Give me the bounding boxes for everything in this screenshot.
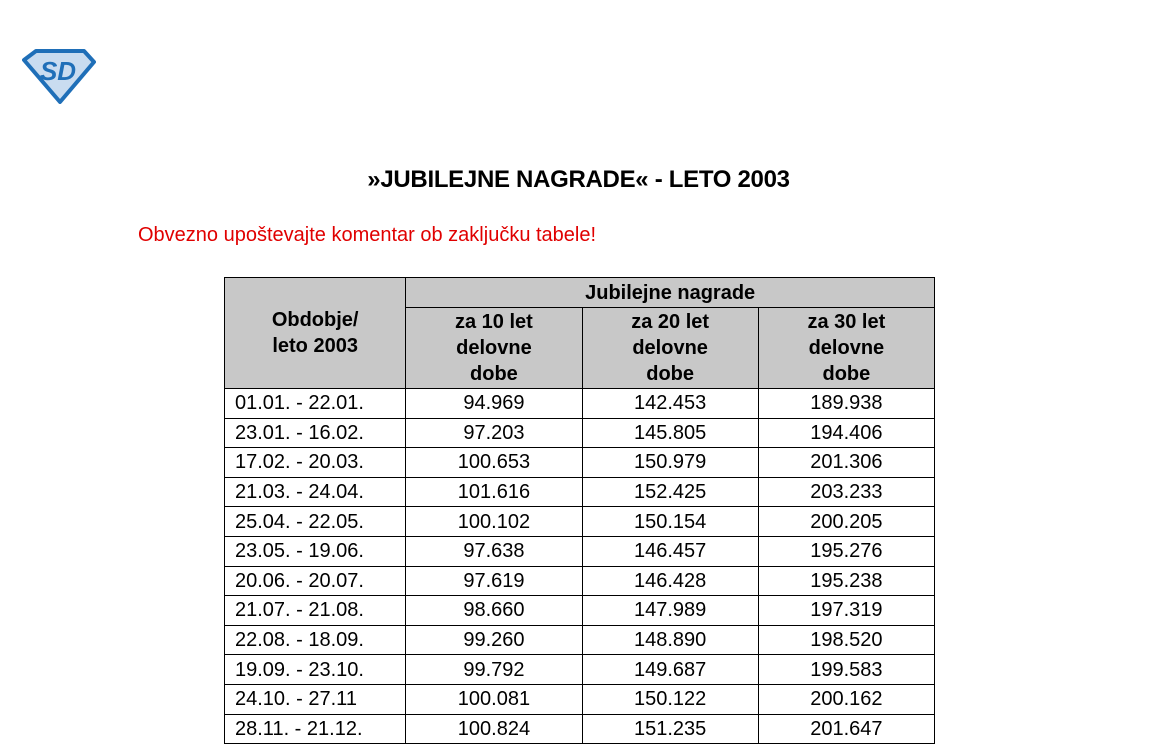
company-logo: SD — [22, 49, 96, 104]
amount-cell: 152.425 — [581, 476, 759, 508]
amount-cell: 198.520 — [757, 624, 936, 656]
period-cell: 21.03. - 24.04. — [223, 476, 407, 508]
period-cell: 25.04. - 22.05. — [223, 506, 407, 537]
period-cell: 01.01. - 22.01. — [223, 388, 407, 419]
amount-cell: 200.205 — [757, 506, 936, 537]
amount-cell: 97.619 — [405, 565, 583, 597]
amount-cell: 195.276 — [757, 535, 936, 567]
column-header: za 20 let delovne dobe — [581, 307, 759, 389]
table-row: 28.11. - 21.12. 100.824 151.235 201.647 — [223, 713, 936, 744]
amount-cell: 142.453 — [581, 388, 759, 419]
period-cell: 21.07. - 21.08. — [223, 595, 407, 626]
period-cell: 17.02. - 20.03. — [223, 447, 407, 478]
warning-note: Obvezno upoštevajte komentar ob zaključk… — [138, 224, 597, 246]
amount-cell: 146.428 — [581, 565, 759, 597]
table-row: 21.03. - 24.04. 101.616 152.425 203.233 — [223, 476, 936, 508]
svg-text:SD: SD — [40, 56, 76, 86]
amount-cell: 147.989 — [581, 595, 759, 626]
amount-cell: 151.235 — [581, 713, 759, 744]
amount-cell: 194.406 — [757, 417, 936, 449]
amount-cell: 99.792 — [405, 654, 583, 685]
period-cell: 19.09. - 23.10. — [223, 654, 407, 685]
amount-cell: 201.306 — [757, 447, 936, 478]
amount-cell: 150.122 — [581, 683, 759, 715]
period-cell: 20.06. - 20.07. — [223, 565, 407, 597]
amount-cell: 100.102 — [405, 506, 583, 537]
group-header: Jubilejne nagrade — [405, 277, 935, 308]
column-header: za 10 let delovne dobe — [405, 307, 583, 389]
amount-cell: 145.805 — [581, 417, 759, 449]
amount-cell: 97.203 — [405, 417, 583, 449]
awards-table: Obdobje/ leto 2003 Jubilejne nagrade za … — [223, 277, 936, 744]
period-cell: 22.08. - 18.09. — [223, 624, 407, 656]
period-cell: 28.11. - 21.12. — [223, 713, 407, 744]
amount-cell: 101.616 — [405, 476, 583, 508]
table-row: 21.07. - 21.08. 98.660 147.989 197.319 — [223, 595, 936, 626]
amount-cell: 150.154 — [581, 506, 759, 537]
amount-cell: 146.457 — [581, 535, 759, 567]
amount-cell: 199.583 — [757, 654, 936, 685]
table-row: 01.01. - 22.01. 94.969 142.453 189.938 — [223, 388, 936, 419]
amount-cell: 150.979 — [581, 447, 759, 478]
amount-cell: 197.319 — [757, 595, 936, 626]
period-cell: 23.01. - 16.02. — [223, 417, 407, 449]
amount-cell: 100.653 — [405, 447, 583, 478]
amount-cell: 203.233 — [757, 476, 936, 508]
amount-cell: 200.162 — [757, 683, 936, 715]
amount-cell: 98.660 — [405, 595, 583, 626]
amount-cell: 97.638 — [405, 535, 583, 567]
page-title: »JUBILEJNE NAGRADE« - LETO 2003 — [367, 166, 790, 193]
table-row: 20.06. - 20.07. 97.619 146.428 195.238 — [223, 565, 936, 597]
table-row: 17.02. - 20.03. 100.653 150.979 201.306 — [223, 447, 936, 478]
table-row: 24.10. - 27.11 100.081 150.122 200.162 — [223, 683, 936, 715]
period-cell: 24.10. - 27.11 — [223, 683, 407, 715]
period-cell: 23.05. - 19.06. — [223, 535, 407, 567]
amount-cell: 94.969 — [405, 388, 583, 419]
table-row: 23.05. - 19.06. 97.638 146.457 195.276 — [223, 535, 936, 567]
amount-cell: 149.687 — [581, 654, 759, 685]
column-header: za 30 let delovne dobe — [757, 307, 936, 389]
amount-cell: 100.824 — [405, 713, 583, 744]
table-row: 25.04. - 22.05. 100.102 150.154 200.205 — [223, 506, 936, 537]
amount-cell: 195.238 — [757, 565, 936, 597]
amount-cell: 201.647 — [757, 713, 936, 744]
table-row: 23.01. - 16.02. 97.203 145.805 194.406 — [223, 417, 936, 449]
amount-cell: 99.260 — [405, 624, 583, 656]
amount-cell: 148.890 — [581, 624, 759, 656]
period-header: Obdobje/ leto 2003 — [223, 277, 407, 389]
amount-cell: 100.081 — [405, 683, 583, 715]
table-row: 19.09. - 23.10. 99.792 149.687 199.583 — [223, 654, 936, 685]
amount-cell: 189.938 — [757, 388, 936, 419]
table-row: 22.08. - 18.09. 99.260 148.890 198.520 — [223, 624, 936, 656]
